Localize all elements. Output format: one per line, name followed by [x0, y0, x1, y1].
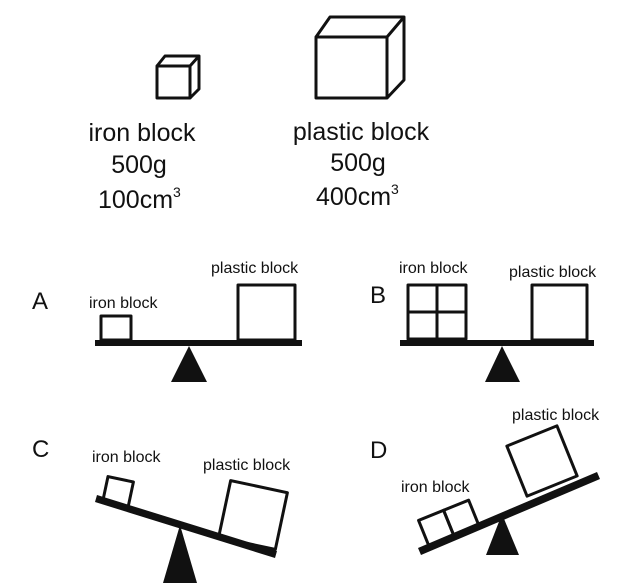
option-d-beam [418, 472, 600, 555]
option-a-iron-label: iron block [89, 295, 158, 312]
option-a: A iron block plastic block [32, 260, 302, 382]
plastic-cube-icon [314, 15, 406, 100]
plastic-block-volume: 400cm3 [316, 181, 399, 211]
option-a-plastic-label: plastic block [211, 260, 299, 277]
plastic-block-name: plastic block [293, 118, 430, 146]
option-b-iron-label: iron block [399, 260, 468, 277]
option-c: C iron block plastic block [32, 436, 291, 583]
option-a-iron-block [99, 314, 133, 342]
option-a-beam [95, 340, 302, 346]
option-c-pivot [163, 525, 197, 583]
option-a-plastic-block [236, 283, 297, 342]
option-c-plastic-label: plastic block [203, 457, 291, 474]
option-c-iron-label: iron block [92, 449, 161, 466]
option-d-iron-label: iron block [401, 479, 470, 496]
option-a-pivot [171, 346, 207, 382]
option-b-beam [400, 340, 594, 346]
option-b-letter: B [370, 282, 386, 309]
option-b-plastic-block [530, 283, 589, 342]
option-d: D iron block plastic block [370, 407, 600, 555]
option-c-beam [95, 495, 277, 558]
option-d-plastic-block [505, 424, 579, 498]
option-b-plastic-label: plastic block [509, 264, 597, 281]
option-d-pivot [486, 514, 519, 555]
iron-block-name: iron block [89, 119, 196, 147]
option-b: B iron block plastic block [370, 260, 597, 382]
option-d-letter: D [370, 437, 387, 464]
iron-block-reference: iron block 500g 100cm3 [89, 54, 201, 214]
plastic-block-reference: plastic block 500g 400cm3 [293, 15, 430, 211]
plastic-block-mass: 500g [330, 149, 386, 177]
option-a-letter: A [32, 288, 48, 315]
iron-block-mass: 500g [111, 151, 167, 179]
option-b-pivot [485, 346, 520, 382]
iron-cube-icon [155, 54, 201, 100]
option-d-plastic-label: plastic block [512, 407, 600, 424]
iron-block-volume: 100cm3 [98, 184, 181, 214]
option-b-iron-blocks [406, 283, 468, 341]
option-c-letter: C [32, 436, 49, 463]
